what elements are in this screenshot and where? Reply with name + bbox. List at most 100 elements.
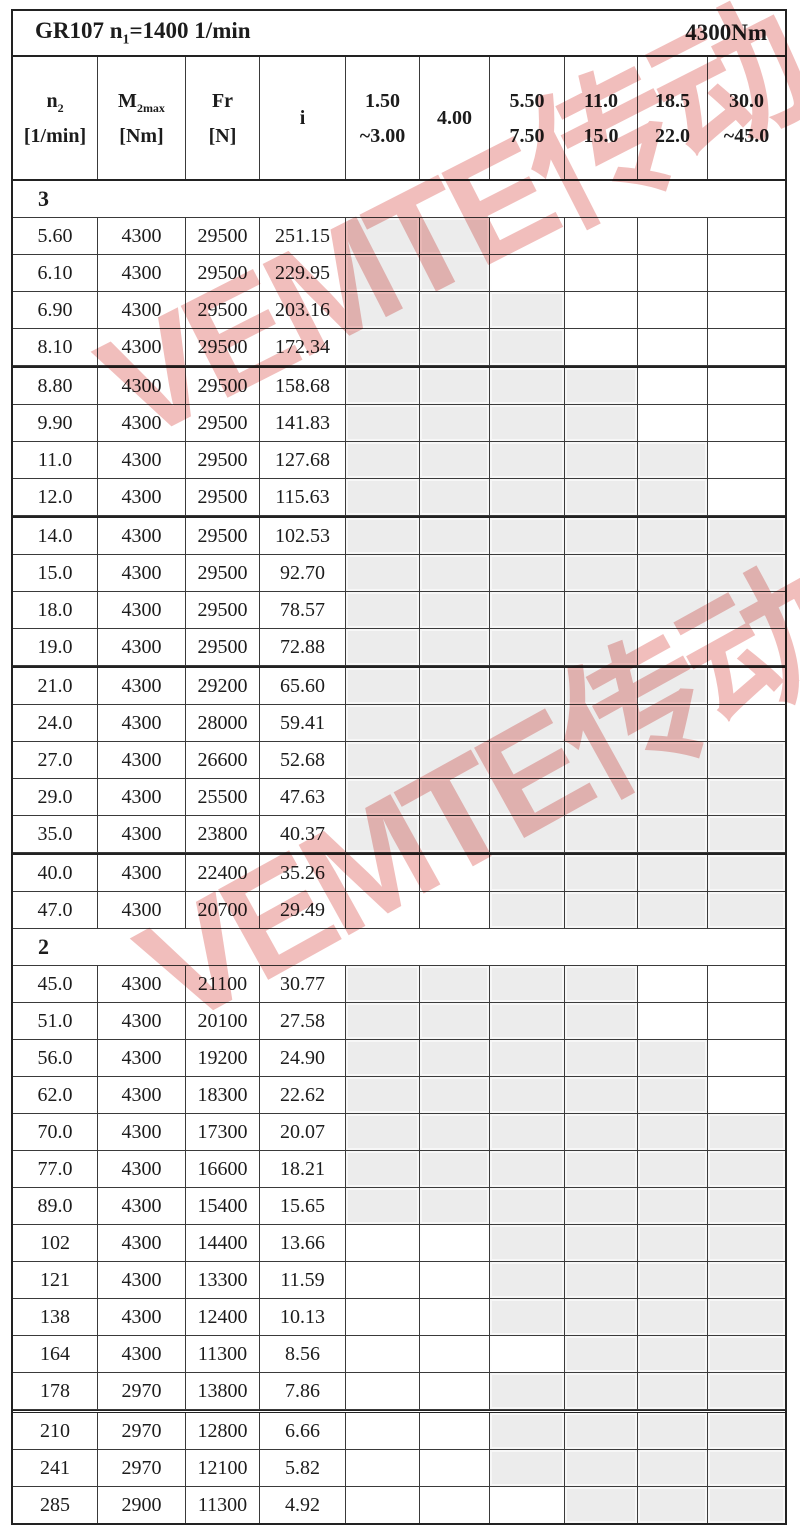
column-header-8: 18.5 22.0 (638, 57, 708, 179)
cell-ratio-range-5-shaded (708, 1373, 785, 1409)
cell-i: 172.34 (260, 329, 346, 365)
cell-m2max: 4300 (98, 1262, 186, 1298)
column-header-9: 30.0 ~45.0 (708, 57, 785, 179)
cell-ratio-range-3-shaded (565, 1262, 638, 1298)
header-line1: Fr (211, 89, 234, 112)
cell-ratio-range-5-shaded (708, 1225, 785, 1261)
cell-ratio-range-5 (708, 1077, 785, 1113)
cell-m2max: 4300 (98, 1188, 186, 1224)
cell-ratio-range-4-shaded (638, 1299, 708, 1335)
cell-ratio-range-1-shaded (420, 405, 490, 441)
cell-i: 22.62 (260, 1077, 346, 1113)
cell-m2max: 4300 (98, 329, 186, 365)
cell-ratio-range-4 (638, 255, 708, 291)
cell-ratio-range-1-shaded (420, 816, 490, 852)
cell-m2max: 4300 (98, 1151, 186, 1187)
header-line2: ~3.00 (359, 124, 406, 147)
table-row: 29.0 4300 25500 47.63 (13, 779, 785, 816)
cell-ratio-range-0-shaded (346, 292, 420, 328)
cell-ratio-range-4-shaded (638, 892, 708, 928)
header-line2: 7.50 (509, 124, 545, 147)
cell-n2: 6.90 (13, 292, 98, 328)
cell-ratio-range-5-shaded (708, 892, 785, 928)
cell-ratio-range-2 (490, 218, 565, 254)
cell-ratio-range-0-shaded (346, 405, 420, 441)
column-header-1: M2max [Nm] (98, 57, 186, 179)
table-row: 6.90 4300 29500 203.16 (13, 292, 785, 329)
cell-ratio-range-0-shaded (346, 1151, 420, 1187)
cell-i: 24.90 (260, 1040, 346, 1076)
cell-fr: 29200 (186, 668, 260, 704)
cell-ratio-range-3-shaded (565, 855, 638, 891)
cell-ratio-range-5 (708, 405, 785, 441)
cell-i: 102.53 (260, 518, 346, 554)
cell-fr: 29500 (186, 555, 260, 591)
cell-n2: 40.0 (13, 855, 98, 891)
cell-i: 40.37 (260, 816, 346, 852)
torque-rating: 4300Nm (685, 20, 767, 45)
cell-m2max: 4300 (98, 1077, 186, 1113)
table-row: 6.10 4300 29500 229.95 (13, 255, 785, 292)
cell-ratio-range-3-shaded (565, 742, 638, 778)
cell-ratio-range-0 (346, 1299, 420, 1335)
table-row: 241 2970 12100 5.82 (13, 1450, 785, 1487)
cell-ratio-range-0-shaded (346, 629, 420, 665)
cell-ratio-range-1 (420, 1487, 490, 1523)
cell-ratio-range-4-shaded (638, 779, 708, 815)
cell-fr: 15400 (186, 1188, 260, 1224)
cell-fr: 18300 (186, 1077, 260, 1113)
cell-n2: 12.0 (13, 479, 98, 515)
cell-ratio-range-1-shaded (420, 442, 490, 478)
cell-n2: 70.0 (13, 1114, 98, 1150)
cell-ratio-range-2-shaded (490, 1040, 565, 1076)
cell-ratio-range-2-shaded (490, 1262, 565, 1298)
table-row: 138 4300 12400 10.13 (13, 1299, 785, 1336)
cell-n2: 62.0 (13, 1077, 98, 1113)
table-row: 15.0 4300 29500 92.70 (13, 555, 785, 592)
cell-n2: 56.0 (13, 1040, 98, 1076)
cell-ratio-range-3 (565, 292, 638, 328)
cell-i: 8.56 (260, 1336, 346, 1372)
header-line1: n2 (46, 89, 64, 115)
cell-ratio-range-5 (708, 255, 785, 291)
cell-ratio-range-4-shaded (638, 1450, 708, 1486)
cell-ratio-range-1-shaded (420, 705, 490, 741)
cell-n2: 121 (13, 1262, 98, 1298)
cell-ratio-range-0 (346, 892, 420, 928)
cell-i: 27.58 (260, 1003, 346, 1039)
cell-fr: 22400 (186, 855, 260, 891)
cell-ratio-range-0-shaded (346, 1114, 420, 1150)
cell-ratio-range-2-shaded (490, 1077, 565, 1113)
cell-m2max: 4300 (98, 218, 186, 254)
cell-ratio-range-1 (420, 1225, 490, 1261)
header-subscript: 2 (57, 100, 64, 115)
cell-i: 13.66 (260, 1225, 346, 1261)
cell-ratio-range-3-shaded (565, 405, 638, 441)
table-row: 56.0 4300 19200 24.90 (13, 1040, 785, 1077)
cell-n2: 285 (13, 1487, 98, 1523)
cell-ratio-range-0 (346, 1450, 420, 1486)
column-header-2: Fr [N] (186, 57, 260, 179)
cell-ratio-range-5-shaded (708, 855, 785, 891)
cell-ratio-range-5 (708, 1040, 785, 1076)
cell-ratio-range-4-shaded (638, 442, 708, 478)
cell-m2max: 4300 (98, 1225, 186, 1261)
cell-ratio-range-4-shaded (638, 479, 708, 515)
table-row: 27.0 4300 26600 52.68 (13, 742, 785, 779)
cell-m2max: 4300 (98, 705, 186, 741)
header-line2: [Nm] (119, 124, 164, 147)
header-line2: ~45.0 (723, 124, 770, 147)
cell-m2max: 4300 (98, 816, 186, 852)
cell-m2max: 4300 (98, 555, 186, 591)
cell-ratio-range-2-shaded (490, 479, 565, 515)
cell-fr: 16600 (186, 1151, 260, 1187)
cell-m2max: 4300 (98, 1336, 186, 1372)
cell-m2max: 4300 (98, 855, 186, 891)
cell-ratio-range-4-shaded (638, 555, 708, 591)
cell-m2max: 4300 (98, 629, 186, 665)
cell-ratio-range-0-shaded (346, 816, 420, 852)
cell-ratio-range-0-shaded (346, 1003, 420, 1039)
cell-ratio-range-5-shaded (708, 518, 785, 554)
column-header-4: 1.50 ~3.00 (346, 57, 420, 179)
header-line1: i (299, 107, 306, 129)
